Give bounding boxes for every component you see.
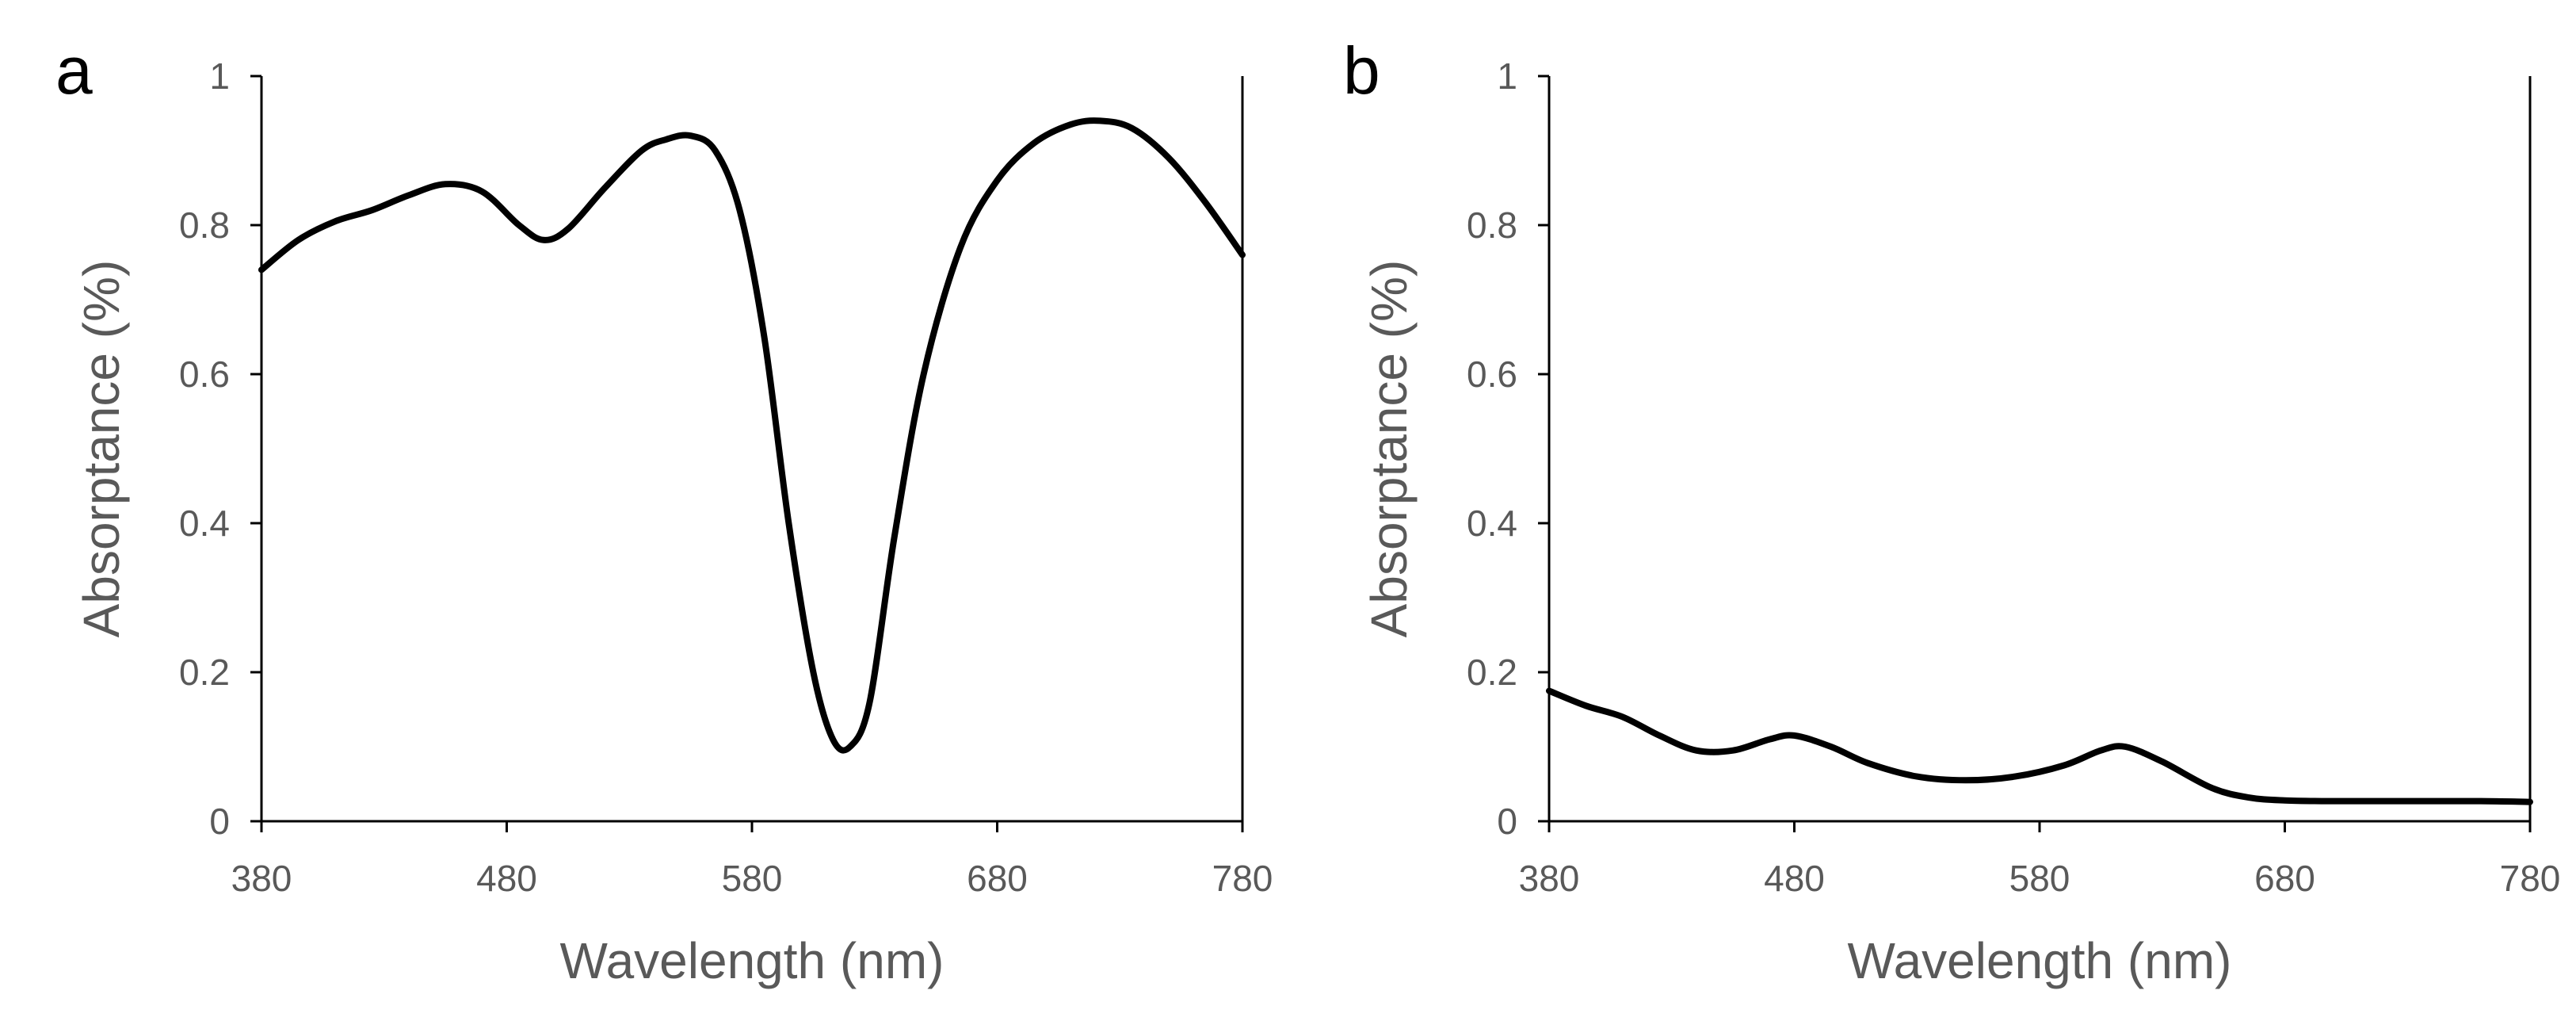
- panel-a: a 0 0.2 0.4 0.6 0.8 1 380 480 580 680 780 Waveleng…: [55, 33, 1273, 989]
- y-tick-label-a: 0.6: [179, 354, 230, 395]
- panel-letter-b: b: [1343, 33, 1380, 108]
- x-tick-label-b: 680: [2254, 858, 2315, 899]
- y-tick-label-b: 0.4: [1467, 503, 1517, 544]
- x-tick-label-a: 480: [476, 858, 537, 899]
- y-tick-label-a: 0.2: [179, 652, 230, 693]
- y-tick-label-b: 0.8: [1467, 205, 1517, 246]
- chart-a-svg: a 0 0.2 0.4 0.6 0.8 1 380 480 580 680 780 Waveleng…: [55, 33, 1273, 989]
- panel-letter-a: a: [55, 33, 93, 108]
- panel-b: b 0 0.2 0.4 0.6 0.8 1 380 480 580 680 780 Waveleng…: [1288, 0, 2575, 1021]
- x-tick-label-b: 480: [1764, 858, 1825, 899]
- x-tick-label-b: 780: [2500, 858, 2561, 899]
- x-axis-title-b: Wavelength (nm): [1848, 932, 2232, 989]
- x-tick-label-b: 580: [2009, 858, 2070, 899]
- y-tick-label-a: 0.8: [179, 205, 230, 246]
- series-line-b-0: [1546, 687, 2533, 805]
- y-tick-label-a: 0: [209, 801, 230, 842]
- series-line-a-0: [258, 117, 1246, 754]
- chart-b-svg: b 0 0.2 0.4 0.6 0.8 1 380 480 580 680 780 Waveleng…: [1343, 33, 2561, 989]
- y-tick-label-a: 1: [209, 55, 230, 97]
- x-tick-label-a: 780: [1212, 858, 1273, 899]
- x-tick-label-a: 380: [231, 858, 292, 899]
- x-axis-title-a: Wavelength (nm): [560, 932, 945, 989]
- y-axis-title-b: Absorptance (%): [1361, 260, 1418, 638]
- y-tick-label-b: 0.6: [1467, 354, 1517, 395]
- x-tick-label-b: 380: [1519, 858, 1580, 899]
- y-tick-label-b: 0.2: [1467, 652, 1517, 693]
- x-tick-label-a: 580: [722, 858, 783, 899]
- y-tick-label-a: 0.4: [179, 503, 230, 544]
- x-tick-label-a: 680: [967, 858, 1028, 899]
- y-tick-label-b: 1: [1497, 55, 1517, 97]
- y-axis-title-a: Absorptance (%): [73, 260, 130, 638]
- y-tick-label-b: 0: [1497, 801, 1517, 842]
